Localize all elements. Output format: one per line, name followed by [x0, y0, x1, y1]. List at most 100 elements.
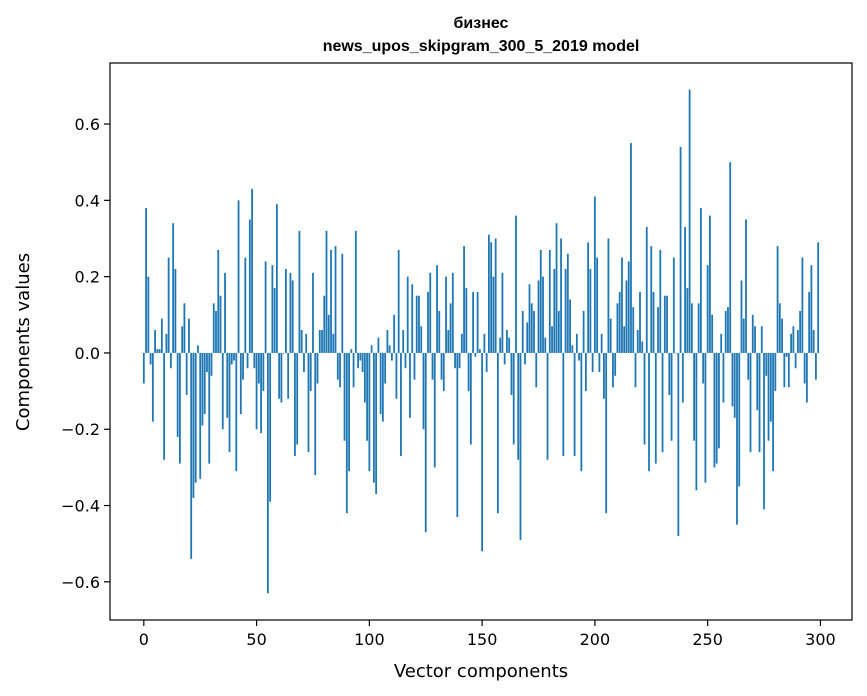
bar-140: [458, 352, 461, 369]
bar-273: [758, 352, 761, 453]
bar-31: [212, 303, 215, 353]
bar-9: [163, 352, 166, 460]
bar-231: [663, 295, 666, 353]
x-tick-label: 50: [246, 630, 266, 649]
bar-218: [634, 352, 637, 388]
bar-241: [686, 288, 689, 353]
bar-63: [285, 269, 287, 353]
bar-87: [339, 352, 341, 388]
bar-227: [654, 352, 657, 464]
bar-172: [530, 303, 533, 353]
bar-95: [357, 352, 359, 369]
bar-287: [790, 333, 792, 353]
bar-298: [815, 352, 817, 380]
y-tick-label: −0.2: [61, 420, 100, 439]
bar-99: [366, 352, 368, 441]
bar-113: [397, 249, 400, 353]
bar-250: [706, 265, 709, 353]
bar-255: [718, 352, 720, 449]
bar-89: [343, 352, 346, 441]
bar-230: [661, 352, 664, 453]
bar-291: [799, 310, 802, 353]
bar-253: [713, 352, 716, 468]
bar-39: [230, 352, 233, 365]
bar-162: [508, 337, 511, 353]
bar-139: [456, 352, 459, 517]
bar-29: [208, 352, 211, 464]
bar-239: [681, 352, 684, 403]
bar-232: [666, 295, 668, 353]
bar-270: [751, 314, 754, 353]
bar-36: [224, 272, 226, 353]
bar-24: [197, 345, 199, 353]
bar-52: [260, 352, 262, 434]
bar-128: [431, 352, 434, 380]
bar-155: [492, 276, 495, 353]
y-tick-label: −0.6: [61, 573, 100, 592]
bar-4: [151, 352, 154, 422]
bar-189: [569, 299, 571, 353]
bar-84: [332, 333, 335, 353]
bar-229: [659, 249, 662, 353]
plot-area-frame: [109, 62, 853, 621]
bar-269: [749, 352, 752, 453]
bar-170: [526, 322, 529, 353]
x-tick-label: 200: [580, 630, 611, 649]
bar-168: [521, 310, 524, 353]
bar-194: [580, 352, 583, 472]
bar-148: [476, 291, 479, 353]
bar-150: [481, 352, 484, 552]
bar-41: [235, 352, 238, 472]
bar-271: [754, 326, 756, 353]
bar-163: [510, 352, 513, 395]
bar-285: [785, 352, 788, 357]
bar-35: [221, 352, 224, 430]
bar-96: [359, 352, 362, 361]
bar-282: [778, 303, 781, 353]
bar-6: [156, 349, 159, 353]
bar-199: [591, 352, 594, 373]
bar-277: [767, 352, 770, 441]
bar-109: [388, 345, 391, 353]
bar-79: [321, 330, 323, 353]
bar-93: [352, 352, 355, 388]
bar-176: [539, 249, 542, 353]
bar-207: [609, 318, 612, 353]
bar-281: [776, 246, 779, 353]
bar-38: [228, 352, 231, 453]
bar-130: [436, 265, 438, 353]
bar-222: [643, 352, 646, 445]
bar-61: [280, 352, 283, 403]
bar-1: [145, 207, 147, 353]
bar-102: [372, 352, 375, 483]
bar-180: [548, 249, 551, 353]
bar-30: [210, 352, 213, 376]
bar-238: [679, 146, 682, 353]
y-tick-label: 0.2: [75, 268, 100, 287]
bar-37: [226, 352, 229, 418]
bar-72: [305, 333, 308, 353]
bar-135: [447, 330, 450, 353]
bar-60: [278, 352, 281, 399]
bar-59: [275, 204, 278, 353]
bar-236: [675, 352, 677, 354]
bar-275: [763, 352, 765, 510]
bar-26: [201, 352, 204, 426]
bar-209: [614, 352, 617, 376]
bar-157: [497, 352, 499, 514]
bar-116: [404, 352, 407, 369]
bar-174: [535, 352, 538, 388]
bar-12: [169, 352, 172, 369]
bar-120: [413, 352, 416, 380]
bar-190: [571, 345, 574, 353]
bar-118: [409, 352, 411, 418]
bar-204: [603, 352, 605, 399]
bar-192: [575, 333, 578, 353]
bar-164: [512, 352, 515, 445]
bar-46: [246, 352, 249, 369]
bar-77: [316, 352, 319, 384]
bar-262: [733, 352, 736, 418]
bar-98: [363, 352, 366, 403]
bar-133: [442, 352, 445, 392]
bar-280: [774, 352, 777, 392]
